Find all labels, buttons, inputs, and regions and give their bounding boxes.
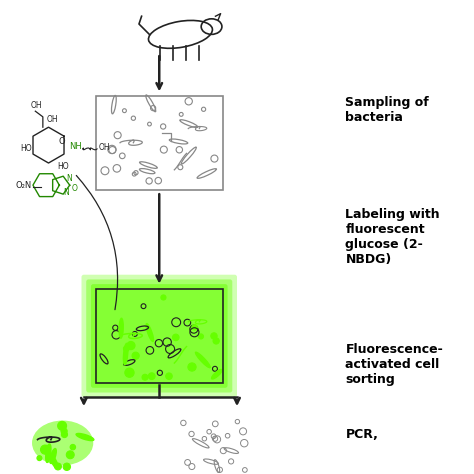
Circle shape	[125, 368, 134, 377]
Circle shape	[58, 421, 66, 430]
Circle shape	[37, 456, 42, 461]
Circle shape	[192, 325, 197, 330]
Circle shape	[199, 334, 203, 339]
Circle shape	[213, 338, 219, 344]
Circle shape	[173, 334, 179, 341]
FancyBboxPatch shape	[86, 279, 232, 392]
Ellipse shape	[76, 433, 94, 441]
Text: O: O	[58, 137, 65, 146]
Text: OH: OH	[46, 115, 58, 124]
Bar	[96, 289, 223, 383]
Text: PCR,: PCR,	[346, 428, 378, 441]
Bar	[96, 96, 223, 190]
Circle shape	[61, 428, 67, 434]
Ellipse shape	[195, 352, 210, 368]
Ellipse shape	[123, 343, 128, 365]
Circle shape	[55, 463, 62, 470]
Circle shape	[127, 341, 135, 350]
Circle shape	[142, 374, 148, 380]
Circle shape	[132, 352, 139, 359]
Text: O: O	[72, 184, 77, 193]
Text: HO: HO	[57, 162, 69, 171]
Ellipse shape	[32, 420, 93, 465]
Circle shape	[41, 445, 50, 454]
Circle shape	[63, 463, 71, 470]
Text: Sampling of
bacteria: Sampling of bacteria	[346, 96, 429, 124]
Text: OH: OH	[99, 143, 110, 152]
Text: Fluorescence-
activated cell
sorting: Fluorescence- activated cell sorting	[346, 343, 443, 386]
Ellipse shape	[211, 369, 222, 379]
Ellipse shape	[119, 318, 123, 338]
Text: HO: HO	[20, 144, 32, 153]
Circle shape	[44, 445, 50, 451]
Text: N: N	[63, 188, 69, 197]
Ellipse shape	[46, 444, 51, 463]
FancyBboxPatch shape	[82, 275, 237, 397]
Text: Labeling with
fluorescent
glucose (2-
NBDG): Labeling with fluorescent glucose (2- NB…	[346, 208, 440, 266]
Circle shape	[166, 373, 172, 380]
Ellipse shape	[50, 455, 58, 469]
Ellipse shape	[146, 324, 154, 342]
Text: OH: OH	[31, 101, 42, 110]
Circle shape	[123, 346, 129, 352]
Circle shape	[62, 431, 67, 438]
Text: N: N	[66, 174, 72, 183]
Text: NH: NH	[69, 142, 82, 151]
Circle shape	[66, 451, 74, 459]
Circle shape	[161, 295, 166, 300]
Circle shape	[211, 333, 217, 339]
FancyBboxPatch shape	[91, 284, 228, 388]
Circle shape	[148, 373, 155, 380]
Ellipse shape	[50, 448, 56, 464]
Text: O₂N: O₂N	[16, 181, 32, 190]
Circle shape	[188, 363, 196, 371]
Circle shape	[70, 445, 75, 450]
